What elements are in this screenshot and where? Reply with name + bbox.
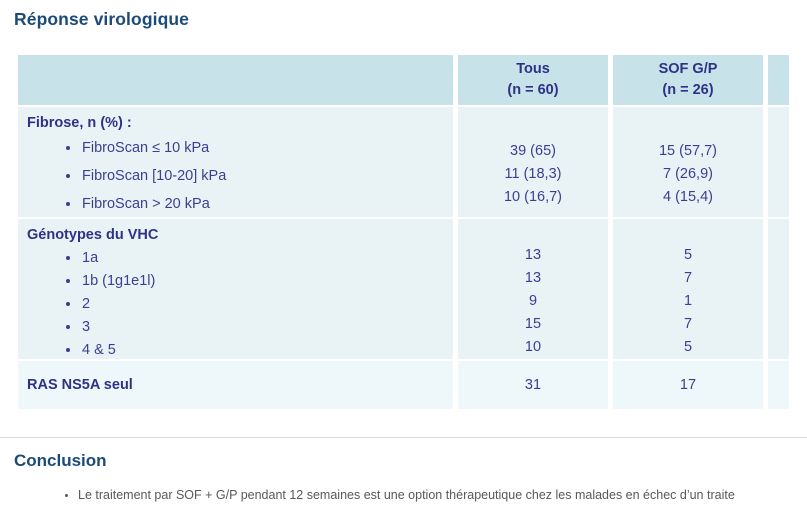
ras-value-tous: 31 — [458, 361, 608, 409]
bullet-icon — [65, 493, 68, 497]
header-cell-empty — [18, 55, 453, 105]
section-divider — [0, 437, 807, 438]
bullet-icon — [66, 174, 70, 178]
list-item: 1a — [27, 246, 453, 269]
bullet-icon — [66, 278, 70, 283]
fibrose-item-label: FibroScan [10-20] kPa — [82, 168, 227, 184]
ras-section-label: RAS NS5A seul — [27, 377, 133, 393]
header-tous-line2: (n = 60) — [507, 82, 559, 98]
fibrose-item-label: FibroScan ≤ 10 kPa — [82, 140, 210, 156]
genotypes-cell-clipped — [768, 219, 789, 359]
fibrose-cell-clipped — [768, 107, 789, 217]
cell-value: 5 — [683, 247, 693, 263]
conclusion-bullet-text: Le traitement par SOF + G/P pendant 12 s… — [78, 488, 735, 502]
table-row-ras-ns5a: RAS NS5A seul 31 17 — [18, 361, 789, 409]
cell-value: 9 — [528, 293, 538, 309]
fibrose-item-label: FibroScan > 20 kPa — [82, 196, 210, 212]
genotypes-label-cell: Génotypes du VHC 1a 1b (1g1e1l) 2 3 4 & … — [18, 219, 453, 359]
ras-cell-clipped — [768, 361, 789, 409]
bullet-icon — [66, 202, 70, 206]
ras-label-cell: RAS NS5A seul — [18, 361, 453, 409]
table-row-genotypes: Génotypes du VHC 1a 1b (1g1e1l) 2 3 4 & … — [18, 219, 789, 359]
cell-value: 17 — [679, 377, 697, 393]
genotypes-section-label: Génotypes du VHC — [27, 227, 159, 243]
fibrose-values-sofgp: 15 (57,7) 7 (26,9) 4 (15,4) — [613, 107, 763, 217]
genotype-item-label: 4 & 5 — [82, 341, 116, 358]
cell-value: 39 (65) — [510, 143, 556, 159]
bullet-icon — [66, 347, 70, 352]
header-sofgp-line1: SOF G/P — [658, 61, 718, 77]
cell-value: 15 — [524, 316, 542, 332]
header-cell-tous: Tous (n = 60) — [458, 55, 608, 105]
table-row-fibrose: Fibrose, n (%) : FibroScan ≤ 10 kPa Fibr… — [18, 107, 789, 217]
cell-value: 7 (26,9) — [663, 166, 713, 182]
genotype-item-label: 1a — [82, 249, 99, 266]
fibrose-section-label: Fibrose, n (%) : — [27, 115, 132, 131]
list-item: 1b (1g1e1l) — [27, 269, 453, 292]
list-item: FibroScan ≤ 10 kPa — [27, 134, 453, 162]
fibrose-label-cell: Fibrose, n (%) : FibroScan ≤ 10 kPa Fibr… — [18, 107, 453, 217]
header-cell-clipped — [768, 55, 789, 105]
bullet-icon — [66, 146, 70, 150]
cell-value: 10 — [524, 339, 542, 355]
genotypes-bullet-list: 1a 1b (1g1e1l) 2 3 4 & 5 — [27, 246, 453, 361]
cell-value: 15 (57,7) — [658, 143, 718, 159]
genotype-item-label: 1b (1g1e1l) — [82, 272, 156, 289]
cell-value: 10 (16,7) — [503, 189, 563, 205]
cell-value: 11 (18,3) — [504, 166, 562, 182]
fibrose-values-tous: 39 (65) 11 (18,3) 10 (16,7) — [458, 107, 608, 217]
list-item: FibroScan [10-20] kPa — [27, 162, 453, 190]
ras-value-sofgp: 17 — [613, 361, 763, 409]
header-tous-line1: Tous — [516, 61, 550, 77]
list-item: 2 — [27, 292, 453, 315]
list-item: 3 — [27, 315, 453, 338]
genotypes-values-sofgp: 5 7 1 7 5 — [613, 219, 763, 359]
bullet-icon — [66, 255, 70, 260]
conclusion-title: Conclusion — [14, 451, 107, 470]
cell-value: 7 — [683, 316, 693, 332]
cell-value: 13 — [524, 270, 542, 286]
genotype-item-label: 3 — [82, 318, 91, 335]
bullet-icon — [66, 324, 70, 329]
header-cell-sofgp: SOF G/P (n = 26) — [613, 55, 763, 105]
page-title: Réponse virologique — [14, 9, 189, 29]
cell-value: 31 — [524, 377, 542, 393]
cell-value: 1 — [683, 293, 693, 309]
genotypes-values-tous: 13 13 9 15 10 — [458, 219, 608, 359]
bullet-icon — [66, 301, 70, 306]
conclusion-bullet: Le traitement par SOF + G/P pendant 12 s… — [65, 488, 807, 502]
fibrose-bullet-list: FibroScan ≤ 10 kPa FibroScan [10-20] kPa… — [27, 134, 453, 218]
cell-value: 4 (15,4) — [663, 189, 713, 205]
header-sofgp-line2: (n = 26) — [662, 82, 714, 98]
list-item: 4 & 5 — [27, 338, 453, 361]
table-header-row: Tous (n = 60) SOF G/P (n = 26) — [18, 55, 789, 105]
cell-value: 7 — [683, 270, 693, 286]
virology-response-table: Tous (n = 60) SOF G/P (n = 26) Fibrose, … — [18, 55, 789, 411]
list-item: FibroScan > 20 kPa — [27, 190, 453, 218]
cell-value: 13 — [524, 247, 542, 263]
genotype-item-label: 2 — [82, 295, 91, 312]
cell-value: 5 — [683, 339, 693, 355]
